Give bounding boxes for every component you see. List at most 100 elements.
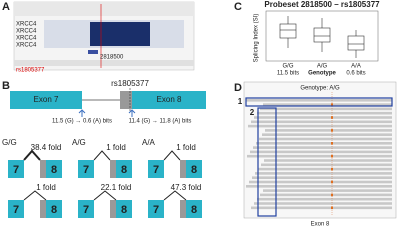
- panel-label: A: [2, 1, 10, 13]
- exon: [10, 91, 82, 109]
- exon: [132, 91, 206, 109]
- fold: 38.4 fold: [31, 143, 62, 152]
- read: [261, 163, 392, 167]
- fold: 1 fold: [176, 143, 196, 152]
- track: XRCC4: [16, 43, 37, 49]
- read: [251, 206, 392, 210]
- junction: [23, 149, 41, 161]
- bits: 11.5 bits: [277, 71, 299, 77]
- fold: 1 fold: [106, 143, 126, 152]
- snp: rs1805377: [111, 79, 149, 88]
- exon-part: [180, 160, 186, 178]
- exon: [148, 200, 164, 218]
- exon: [78, 160, 94, 178]
- fold: 22.1 fold: [101, 183, 132, 192]
- genotype: Genotype: A/G: [300, 86, 340, 92]
- read: [257, 111, 392, 115]
- panel-label: D: [234, 82, 242, 94]
- exon-label: 7: [83, 164, 89, 176]
- exon: [78, 200, 94, 218]
- read: [260, 193, 392, 197]
- exon-label: 8: [191, 204, 197, 216]
- bits: 0.6 bits: [346, 71, 365, 77]
- y-label: Splicing Index (SI): [254, 14, 260, 63]
- read: [258, 167, 392, 171]
- exon: [46, 160, 62, 178]
- junction: [163, 150, 181, 161]
- exon-label: Exon 7: [34, 95, 59, 104]
- exon-part: [40, 160, 46, 178]
- exon-label: 8: [191, 164, 197, 176]
- read: [260, 107, 392, 111]
- genotype: A/A: [142, 138, 156, 147]
- exon-label: Exon 8: [157, 95, 182, 104]
- exon: [116, 160, 132, 178]
- exon: [116, 200, 132, 218]
- figure: A XRCC4 XRCC4 XRCC4 XRCC4 2818500 rs1805…: [2, 0, 397, 228]
- exon: [8, 160, 24, 178]
- exon: [186, 200, 202, 218]
- bits: 11.4 (G) → 11.8 (A) bits: [129, 119, 192, 125]
- chart-title: Probeset 2818500 – rs1805377: [264, 0, 380, 9]
- read: [262, 133, 392, 136]
- browser: [13, 1, 195, 71]
- read: [246, 99, 392, 102]
- igv-view: [243, 81, 397, 219]
- snp: rs1805377: [16, 68, 45, 74]
- exon-label: 8: [51, 164, 57, 176]
- read: [248, 124, 392, 128]
- panel-label: B: [2, 80, 10, 92]
- exon-label: 7: [153, 204, 159, 216]
- mismatch: [331, 167, 333, 171]
- read: [251, 120, 392, 124]
- mismatch: [331, 142, 333, 145]
- exon: [8, 200, 24, 218]
- read: [265, 129, 392, 132]
- box-label: 2: [250, 108, 255, 117]
- exon-part: [110, 160, 116, 178]
- read: [247, 154, 392, 158]
- read: [246, 185, 392, 188]
- read: [257, 197, 392, 201]
- junction: [93, 150, 111, 161]
- junction: [163, 190, 187, 201]
- bits: 11.5 (G) → 0.6 (A) bits: [52, 119, 112, 125]
- read: [264, 159, 392, 162]
- fold: 1 fold: [36, 183, 56, 192]
- track: XRCC4: [16, 29, 37, 35]
- probeset: 2818500: [100, 55, 124, 61]
- box: [245, 97, 393, 107]
- panel-label: C: [234, 1, 242, 13]
- genotype: G/G: [2, 138, 17, 147]
- read: [263, 103, 392, 106]
- junction: [23, 190, 47, 201]
- exon-part: [40, 200, 46, 218]
- read: [252, 176, 392, 179]
- exon-label: 7: [13, 164, 19, 176]
- box: [257, 107, 277, 217]
- exon-part: [180, 200, 186, 218]
- track: XRCC4: [16, 22, 37, 28]
- read: [253, 146, 392, 149]
- read: [250, 150, 392, 154]
- read: [255, 172, 392, 175]
- exon: [186, 160, 202, 178]
- exon-label: 8: [121, 204, 127, 216]
- exon-label: 7: [153, 164, 159, 176]
- exon: [46, 200, 62, 218]
- read: [259, 137, 392, 141]
- x-label: A/A: [351, 64, 361, 70]
- read: [249, 180, 392, 184]
- exon-label: 7: [13, 204, 19, 216]
- read: [263, 189, 392, 192]
- x-label: G/G: [282, 64, 293, 70]
- read: [256, 142, 392, 145]
- exon-part: [110, 200, 116, 218]
- track: XRCC4: [16, 36, 37, 42]
- mismatch: [331, 116, 333, 119]
- boxes: [279, 16, 365, 58]
- exon-label: 8: [51, 204, 57, 216]
- axis-title: Genotype: [308, 71, 336, 77]
- plot-area: [265, 10, 379, 62]
- exon: [148, 160, 164, 178]
